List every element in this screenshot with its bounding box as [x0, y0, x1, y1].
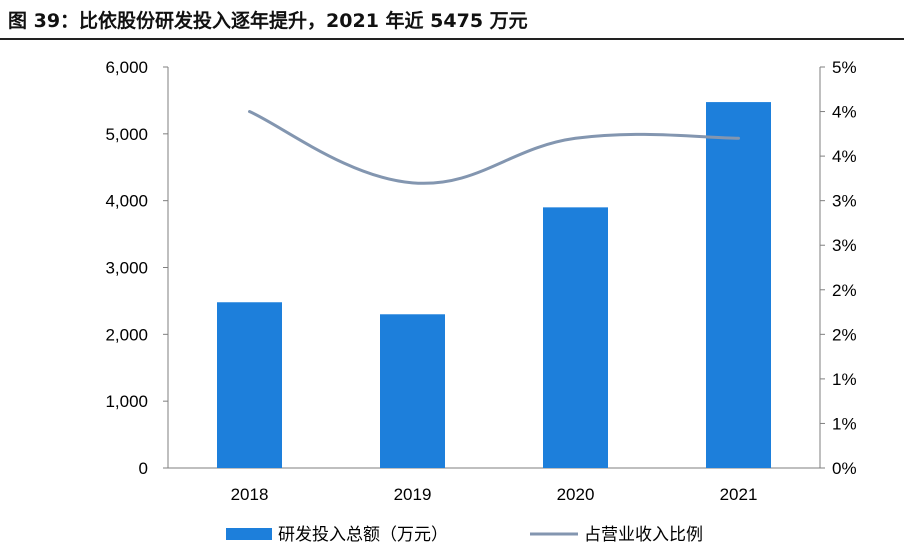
y-right-tick-label: 4%: [832, 147, 857, 166]
y-left-tick-label: 5,000: [105, 125, 148, 144]
bar: [217, 302, 282, 468]
x-tick-label: 2019: [394, 485, 432, 504]
y-right-tick-label: 5%: [832, 58, 857, 77]
line-series: [248, 110, 740, 185]
x-tick-label: 2020: [557, 485, 595, 504]
legend-swatch-bar: [226, 528, 272, 540]
y-left-tick-label: 1,000: [105, 392, 148, 411]
y-right-tick-label: 2%: [832, 325, 857, 344]
legend-label-bar: 研发投入总额（万元）: [278, 525, 448, 545]
axes: 0 1,000 2,000 3,000 4,000 5,000 6,000 0% 1% 1% 2% 2…: [105, 58, 856, 504]
legend: 研发投入总额（万元） 占营业收入比例: [226, 525, 703, 545]
legend-label-line: 占营业收入比例: [584, 525, 703, 545]
y-right-tick-label: 3%: [832, 192, 857, 211]
y-right-tick-label: 1%: [832, 370, 857, 389]
y-right-tick-label: 4%: [832, 103, 857, 122]
y-left-tick-label: 3,000: [105, 259, 148, 278]
bar-series: [217, 102, 771, 469]
x-tick-label: 2021: [720, 485, 758, 504]
y-left-tick-label: 4,000: [105, 192, 148, 211]
bar: [706, 102, 771, 469]
y-left-tick-label: 6,000: [105, 58, 148, 77]
y-left-tick-label: 2,000: [105, 325, 148, 344]
y-right-tick-label: 3%: [832, 236, 857, 255]
ratio-line: [248, 110, 740, 185]
chart-title: 图 39：比依股份研发投入逐年提升，2021 年近 5475 万元: [8, 10, 528, 32]
y-right-tick-label: 2%: [832, 281, 857, 300]
title-rule: [0, 38, 904, 40]
bar: [543, 207, 608, 468]
x-tick-label: 2018: [231, 485, 269, 504]
y-left-tick-label: 0: [139, 459, 148, 478]
bar: [380, 314, 445, 468]
y-right-tick-label: 1%: [832, 414, 857, 433]
y-right-tick-label: 0%: [832, 459, 857, 478]
